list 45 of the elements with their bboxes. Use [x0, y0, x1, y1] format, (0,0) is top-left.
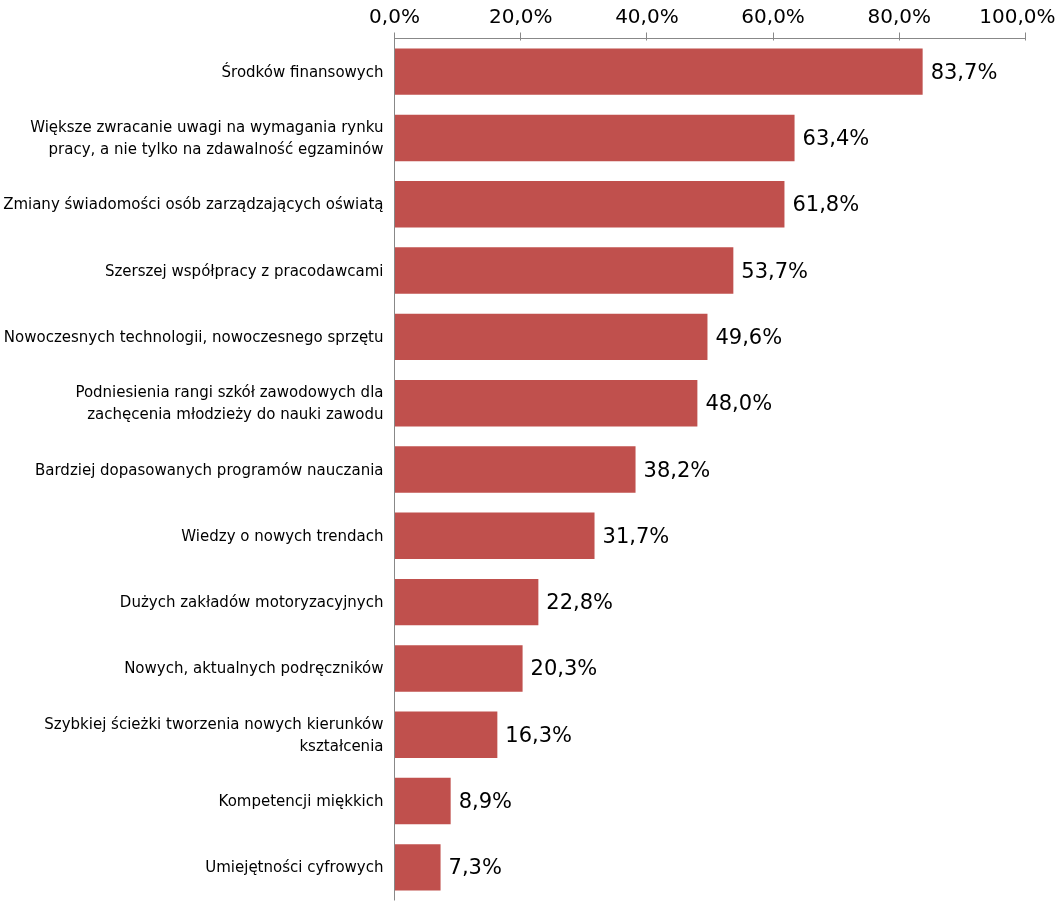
bar: [394, 446, 636, 493]
data-label: 31,7%: [602, 523, 670, 548]
data-label: 38,2%: [643, 457, 711, 482]
x-tick-label: 0,0%: [369, 3, 420, 28]
data-label: 16,3%: [505, 722, 573, 747]
data-label: 83,7%: [930, 59, 998, 84]
y-tick-label: Większe zwracanie uwagi na wymagania rynku pracy, a nie tylko na zdawalność egzaminów: [30, 118, 384, 158]
y-tick-label: Nowych, aktualnych podręczników: [124, 659, 384, 678]
data-label: 53,7%: [741, 258, 809, 283]
bar: [394, 578, 539, 626]
data-label: 22,8%: [546, 590, 614, 615]
x-tick-label: 80,0%: [867, 3, 932, 28]
x-tick-label: 60,0%: [741, 3, 805, 28]
bar: [394, 313, 708, 361]
y-tick-label: Podniesienia rangi szkół zawodowych dla zachęcenia młodzieży do nauki zawodu: [75, 383, 384, 423]
data-label: 8,9%: [458, 789, 513, 814]
bar: [394, 512, 595, 560]
bar: [394, 48, 923, 95]
y-tick-label: Kompetencji miękkich: [218, 792, 384, 811]
data-label: 20,3%: [530, 656, 598, 681]
y-tick-label: Umiejętności cyfrowych: [205, 858, 384, 877]
bar: [394, 181, 785, 228]
y-tick-label: Bardziej dopasowanych programów nauczania: [34, 460, 384, 479]
data-label: 63,4%: [802, 125, 870, 150]
bar: [394, 645, 523, 692]
data-label: 7,3%: [448, 855, 502, 880]
x-tick-label: 40,0%: [615, 3, 679, 28]
x-tick-label: 20,0%: [488, 3, 553, 28]
bar: [394, 844, 441, 891]
bar: [394, 711, 498, 758]
bar: [394, 379, 698, 427]
y-tick-label: Wiedzy o nowych trendach: [181, 526, 384, 545]
data-label: 61,8%: [792, 192, 860, 217]
y-tick-label: Nowoczesnych technologii, nowoczesnego sprzętu: [3, 327, 384, 346]
bar: [394, 777, 451, 825]
bar: [394, 114, 795, 162]
y-tick-label: Szybkiej ścieżki tworzenia nowych kierunków kształcenia: [44, 714, 384, 755]
bar: [394, 247, 734, 294]
y-tick-label: Szerszej współpracy z pracodawcami: [104, 261, 384, 280]
y-tick-label: Środków finansowych: [221, 61, 384, 81]
y-tick-label: Dużych zakładów motoryzacyjnych: [119, 593, 384, 612]
data-label: 49,6%: [715, 324, 783, 349]
y-tick-label: Zmiany świadomości osób zarządzających oświatą: [3, 195, 384, 214]
x-tick-label: 100,0%: [979, 3, 1056, 28]
data-label: 48,0%: [705, 391, 773, 416]
